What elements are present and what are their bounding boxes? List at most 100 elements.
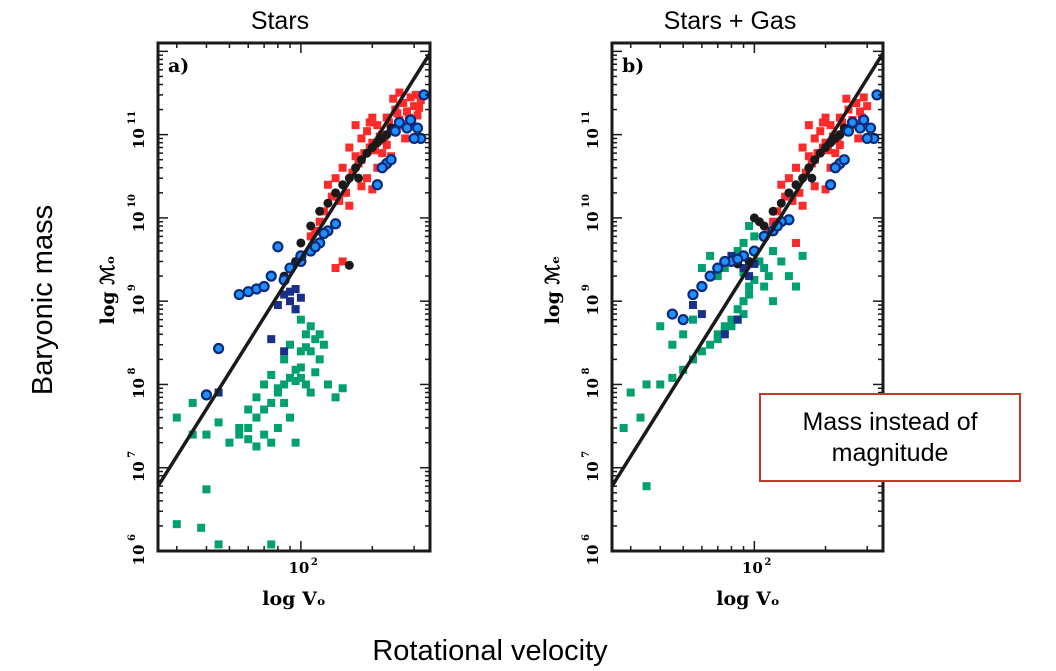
data-point: [769, 247, 778, 256]
data-point: [816, 127, 825, 136]
data-point: [801, 168, 810, 177]
data-point: [745, 290, 754, 299]
panel-b-label: b): [622, 55, 644, 77]
data-point: [306, 322, 315, 331]
data-point: [393, 109, 402, 118]
data-point: [301, 330, 310, 339]
data-point: [727, 322, 736, 331]
data-point: [656, 322, 665, 331]
data-point: [368, 113, 377, 122]
y-tick-exp: 8: [127, 367, 138, 374]
data-point: [704, 270, 716, 282]
data-point: [842, 94, 851, 103]
data-point: [415, 103, 424, 112]
data-point: [357, 134, 366, 143]
data-point: [393, 116, 405, 129]
y-tick-label: 10 9: [581, 284, 602, 315]
data-point: [306, 347, 315, 356]
data-point: [188, 398, 197, 407]
y-tick-exp: 7: [127, 451, 138, 458]
data-point: [859, 93, 868, 102]
data-point: [838, 118, 847, 127]
y-tick-label: 10 6: [127, 534, 148, 565]
y-tick-text: 10: [130, 128, 148, 149]
data-point: [829, 162, 841, 174]
data-point: [267, 398, 276, 407]
data-point: [798, 143, 807, 152]
data-point: [739, 238, 748, 247]
data-point: [301, 380, 310, 389]
data-point: [713, 330, 722, 339]
callout-box: Mass instead of magnitude: [759, 393, 1021, 482]
y-tick-exp: 11: [581, 111, 592, 125]
y-tick-exp: 9: [127, 284, 138, 291]
data-point: [345, 201, 354, 210]
y-tick-label: 10 9: [127, 284, 148, 315]
data-point: [296, 315, 305, 324]
data-point: [252, 393, 261, 402]
data-point: [403, 107, 412, 116]
data-point: [733, 305, 742, 314]
data-point: [311, 335, 320, 344]
data-point: [666, 308, 678, 320]
data-point: [784, 188, 794, 198]
data-point: [291, 285, 300, 294]
shared-x-label: Rotational velocity: [372, 635, 608, 667]
y-tick-label: 10 8: [581, 367, 602, 398]
data-point: [795, 188, 804, 197]
y-tick-exp: 10: [127, 194, 138, 208]
y-tick-exp: 11: [127, 111, 138, 125]
data-point: [331, 393, 340, 402]
data-point: [804, 152, 813, 161]
y-tick-exp: 6: [127, 534, 138, 541]
data-point: [688, 300, 697, 309]
data-point: [769, 297, 778, 306]
data-point: [776, 198, 786, 208]
data-point: [280, 398, 289, 407]
fit-line: [612, 52, 883, 488]
data-point: [315, 206, 325, 216]
data-point: [296, 347, 305, 356]
data-point: [244, 423, 253, 432]
y-tick-text: 10: [584, 295, 602, 316]
data-point: [821, 185, 830, 194]
data-point: [382, 141, 391, 150]
data-point: [286, 413, 295, 422]
data-point: [258, 280, 270, 293]
data-point: [826, 121, 835, 130]
data-point: [777, 257, 786, 266]
data-point: [331, 264, 340, 273]
y-tick-text: 10: [130, 461, 148, 482]
data-point: [371, 179, 383, 191]
data-point: [410, 102, 419, 111]
data-point: [401, 122, 413, 134]
data-point: [411, 90, 420, 99]
y-tick-text: 10: [130, 378, 148, 399]
data-point: [727, 315, 736, 324]
y-tick-text: 10: [130, 295, 148, 316]
data-point: [319, 340, 328, 349]
data-point: [384, 118, 393, 127]
data-point: [706, 251, 715, 260]
data-point: [267, 438, 276, 447]
data-point: [619, 423, 628, 432]
data-point: [267, 335, 276, 344]
data-point: [713, 335, 722, 344]
data-point: [286, 373, 295, 382]
data-point: [273, 300, 282, 309]
data-point: [706, 340, 715, 349]
panel-a: Stars log ℳₒ log Vₒ a) 10610710810910101…: [97, 7, 432, 610]
data-point: [252, 442, 261, 451]
plot-area: [158, 52, 430, 549]
data-point: [214, 418, 223, 427]
data-point: [197, 523, 206, 532]
y-tick-text: 10: [584, 128, 602, 149]
data-point: [296, 363, 305, 372]
data-point: [306, 388, 315, 397]
data-point: [200, 389, 213, 401]
fit-line: [158, 52, 430, 488]
y-tick-label: 107: [581, 451, 602, 482]
data-point: [656, 380, 665, 389]
data-point: [296, 373, 305, 382]
